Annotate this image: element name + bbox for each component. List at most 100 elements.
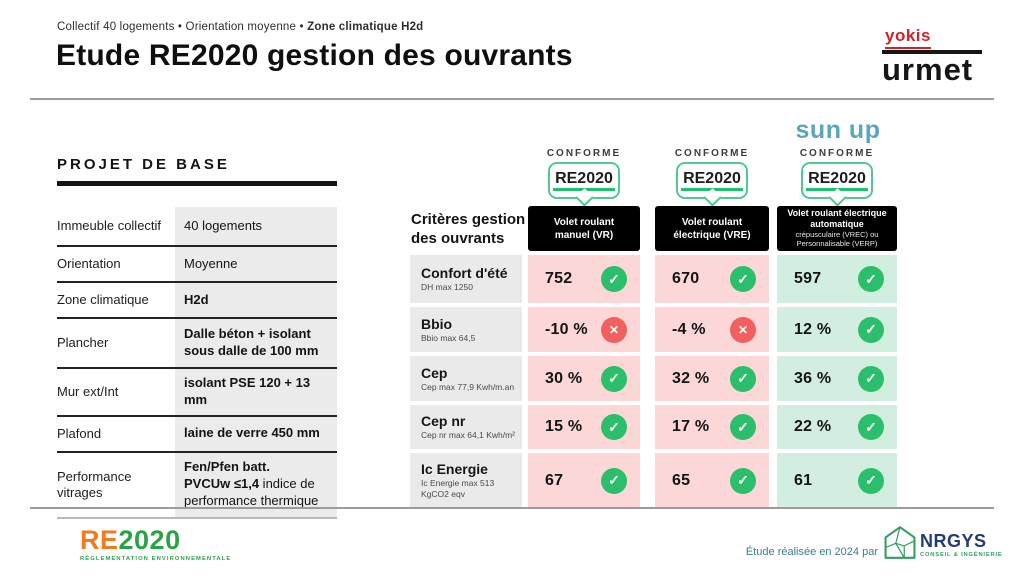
result-value: 22 % (794, 418, 832, 435)
nrgys-wordmark: NRGYS (920, 531, 987, 551)
result-cell: 670 (655, 255, 769, 303)
check-icon (730, 467, 756, 494)
column-title-line: automatique (810, 219, 864, 230)
project-section-title: PROJET DE BASE (57, 156, 230, 173)
row-value: H2d (175, 283, 337, 317)
column-title-line: manuel (VR) (554, 229, 614, 241)
conforme-label: CONFORME (674, 148, 750, 159)
check-icon (858, 365, 884, 392)
result-cell: 32 % (655, 356, 769, 401)
check-icon (858, 414, 884, 440)
sunup-logo: sun up (795, 116, 881, 144)
criteria-cell: Confort d'été DH max 1250 (410, 255, 522, 303)
criteria-cell: Bbio Bbio max 64,5 (410, 307, 522, 352)
check-icon (730, 266, 756, 292)
table-row: Immeuble collectif 40 logements (57, 207, 337, 247)
yokis-urmet-logo: yokis urmet (882, 26, 982, 87)
check-icon (601, 365, 627, 392)
result-value: 67 (545, 471, 564, 489)
nrgys-logo: NRGYS CONSEIL & INGÉNIERIE (883, 524, 1003, 566)
cross-icon (601, 316, 627, 343)
result-cell: 12 % (777, 307, 897, 352)
result-value: -4 % (672, 320, 706, 338)
result-cell: 30 % (528, 356, 640, 401)
check-icon (858, 467, 884, 494)
criteria-threshold: Cep nr max 64,1 Kwh/m² (421, 430, 516, 441)
breadcrumb-regular: Collectif 40 logements • Orientation moy… (57, 21, 308, 33)
result-value: 670 (672, 270, 700, 287)
row-label: Immeuble collectif (57, 217, 162, 233)
criteria-threshold: Cep max 77,9 Kwh/m.an (421, 381, 515, 392)
criteria-name: Cep (421, 364, 448, 381)
result-value: -10 % (545, 320, 588, 338)
result-cell: 752 (528, 255, 640, 303)
column-title-line: Volet roulant (553, 216, 615, 228)
result-cell: -10 % (528, 307, 640, 352)
row-value: Moyenne (175, 247, 337, 281)
nrgys-house-icon (883, 524, 917, 566)
row-value: laine de verre 450 mm (175, 416, 337, 451)
check-icon (601, 467, 627, 494)
yokis-wordmark: yokis (885, 26, 931, 49)
table-row: Orientation Moyenne (57, 247, 337, 283)
column-subtitle-line: crépusculaire (VREC) ou (795, 229, 879, 239)
table-row: Confort d'été DH max 1250 752 670 597 (0, 255, 1024, 303)
criteria-threshold: DH max 1250 (421, 282, 473, 293)
re2020-badge-label: RE2020 (681, 169, 743, 192)
re2020-badge-label: RE2020 (806, 169, 868, 192)
criteria-name: Cep nr (421, 413, 466, 430)
re2020-badge-label: RE2020 (553, 169, 615, 192)
criteria-cell: Cep nr Cep nr max 64,1 Kwh/m² (410, 405, 522, 449)
result-cell: 22 % (777, 405, 897, 449)
check-icon (730, 365, 756, 392)
conforme-label: CONFORME (546, 148, 622, 159)
check-icon (601, 414, 627, 440)
project-table: Immeuble collectif 40 logements Orientat… (57, 207, 337, 519)
row-value: 40 logements (175, 207, 337, 245)
breadcrumb: Collectif 40 logements • Orientation moy… (57, 21, 423, 33)
row-label: Orientation (57, 255, 121, 271)
row-value: Dalle béton + isolant sous dalle de 100 … (175, 319, 337, 367)
row-label: Mur ext/Int (57, 383, 119, 399)
row-label: Zone climatique (57, 291, 149, 307)
table-row: Bbio Bbio max 64,5 -10 % -4 % 12 % (0, 307, 1024, 352)
re2020-wordmark: RE2020 (80, 527, 231, 554)
row-value-bold: PVCUw ≤1,4 (184, 476, 260, 492)
re2020-logo: RE2020 RÉGLEMENTATION ENVIRONNEMENTALE (80, 527, 232, 563)
result-cell: 17 % (655, 405, 769, 449)
row-value-line1: Fen/Pfen batt. (184, 459, 270, 475)
re2020-subtitle: RÉGLEMENTATION ENVIRONNEMENTALE (80, 556, 232, 562)
cross-icon (730, 316, 756, 343)
column-header-vre: Volet roulant électrique (VRE) (655, 206, 769, 251)
result-cell: -4 % (655, 307, 769, 352)
table-row: Plancher Dalle béton + isolant sous dall… (57, 319, 337, 369)
table-row: Mur ext/Int isolant PSE 120 + 13 mm (57, 369, 337, 417)
criteria-name: Ic Energie (421, 461, 488, 478)
criteria-name: Confort d'été (421, 265, 508, 282)
re2020-conformity-badge: RE2020 (676, 162, 748, 207)
result-value: 15 % (545, 418, 583, 435)
breadcrumb-bold: Zone climatique H2d (307, 21, 424, 33)
row-label: Performance vitrages (57, 468, 132, 500)
check-icon (858, 316, 884, 343)
result-value: 61 (794, 471, 813, 489)
re2020-conformity-badge: RE2020 (548, 162, 620, 207)
credit-text: Étude réalisée en 2024 par (745, 546, 878, 558)
table-row: Cep nr Cep nr max 64,1 Kwh/m² 15 % 17 % … (0, 405, 1024, 449)
result-value: 17 % (672, 418, 710, 435)
header-divider (30, 98, 994, 100)
table-row: Performance vitrages Fen/Pfen batt. PVCU… (57, 452, 337, 519)
criteria-threshold: Ic Energie max 513 KgCO2 eqv (421, 478, 495, 500)
check-icon (858, 266, 884, 292)
result-value: 36 % (794, 369, 832, 387)
footer-divider (30, 507, 994, 509)
check-icon (601, 266, 627, 292)
criteria-heading: Critères gestion des ouvrants (411, 211, 526, 247)
row-value-normal: indice de performance thermique (184, 476, 319, 509)
row-value: isolant PSE 120 + 13 mm (175, 369, 337, 415)
table-row: Ic Energie Ic Energie max 513 KgCO2 eqv … (0, 453, 1024, 508)
urmet-wordmark: urmet (882, 50, 982, 87)
column-header-vrec: Volet roulant électrique automatique cré… (777, 206, 897, 251)
re2020-year: 2020 (118, 525, 181, 555)
